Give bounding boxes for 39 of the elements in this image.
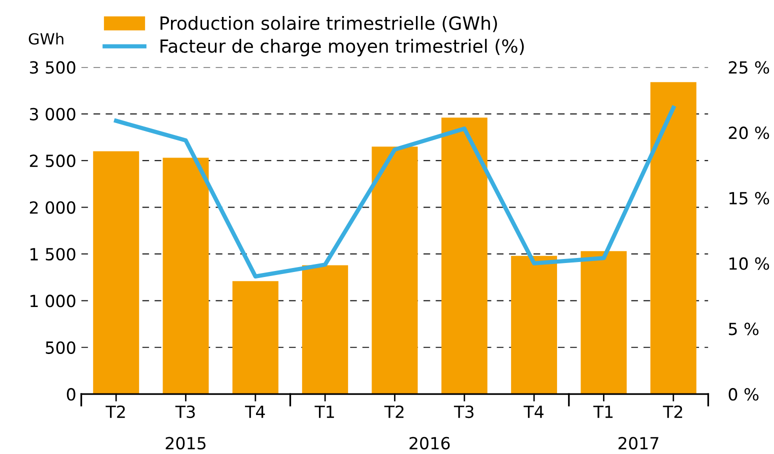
bar [93, 151, 140, 394]
y-tick-label: 2 000 [30, 201, 76, 214]
y-axis-title: GWh [28, 32, 64, 45]
text: 2015 [166, 436, 206, 450]
legend-label: Production solaire trimestrielle (GWh) [160, 16, 497, 32]
bar [580, 251, 627, 394]
y2-tick-label: 5 % [728, 322, 758, 336]
bar [372, 146, 418, 394]
line-series [114, 106, 676, 278]
bar [441, 118, 488, 394]
x-tick-label: T2 [384, 405, 404, 418]
x-tick-label: T2 [662, 405, 682, 418]
x-tick-label: T3 [175, 405, 195, 418]
text: 2016 [410, 436, 450, 450]
y2-tick-label: 10 % [729, 257, 770, 270]
y-tick-label: 3 500 [30, 61, 76, 74]
y2-tick-label: 25 % [728, 61, 770, 74]
y-tick-label: 500 [46, 341, 76, 354]
bar [650, 82, 696, 394]
bar [511, 256, 558, 394]
x-tick-label: T4 [524, 406, 544, 418]
x-tick-label: T2 [106, 405, 125, 418]
y2-tick-label: 15 % [729, 192, 770, 205]
y2-tick-label: 20 % [728, 126, 770, 140]
x-tick-label: T1 [593, 406, 613, 418]
y-tick-label: 2 500 [30, 154, 76, 168]
y2-tick-label: 0 % [728, 388, 758, 401]
y-tick-label: 0 [66, 388, 76, 401]
bar [232, 281, 278, 394]
bar [302, 265, 348, 394]
x-tick-label: T4 [244, 406, 265, 418]
y-tick-label: 1 500 [30, 248, 76, 261]
bar [162, 158, 209, 394]
y-tick-label: 1 000 [30, 294, 76, 308]
x-tick-label: T3 [454, 405, 474, 418]
legend-label: Facteur de charge moyen trimestriel (%) [160, 38, 524, 56]
y-tick-label: 3 000 [30, 108, 76, 120]
text: 2017 [618, 436, 658, 450]
x-tick-label: T1 [314, 406, 334, 418]
